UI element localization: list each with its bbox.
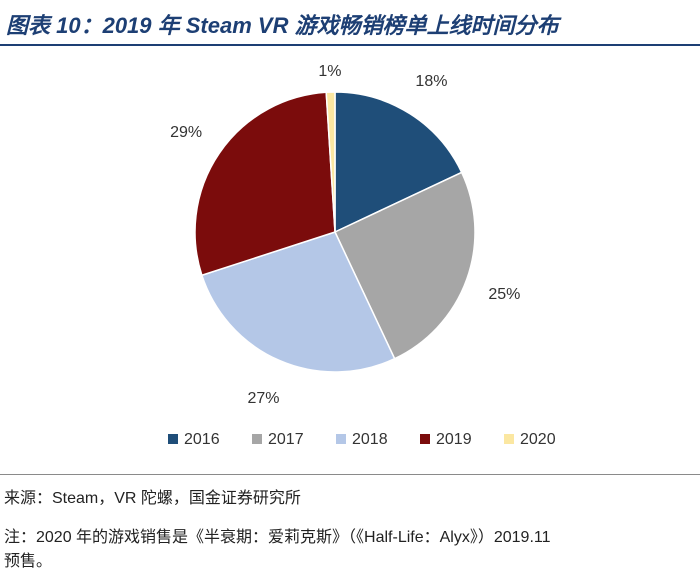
figure-title: 图表 10：2019 年 Steam VR 游戏畅销榜单上线时间分布 bbox=[6, 13, 559, 38]
note-text: 注：2020 年的游戏销售是《半衰期：爱莉克斯》（《Half-Life：Alyx… bbox=[4, 526, 694, 574]
title-underline bbox=[0, 44, 700, 46]
pie-slice-2020 bbox=[325, 91, 336, 233]
legend-swatch-2020 bbox=[504, 434, 514, 444]
note-line-1: 注：2020 年的游戏销售是《半衰期：爱莉克斯》（《Half-Life：Alyx… bbox=[4, 529, 551, 546]
legend-item-2019: 2019 bbox=[420, 431, 472, 448]
pie-slice-2018 bbox=[200, 231, 396, 373]
pie-label-2016: 18% bbox=[415, 73, 447, 90]
chart-legend: 2016 2017 2018 2019 2020 bbox=[168, 431, 556, 448]
legend-label-2018: 2018 bbox=[352, 431, 388, 448]
note-line-2: 预售。 bbox=[4, 553, 53, 570]
pie-slice-2016 bbox=[334, 91, 463, 234]
pie-slice-2019 bbox=[194, 91, 336, 277]
pie-label-2020: 1% bbox=[318, 63, 341, 80]
pie-label-2017: 25% bbox=[488, 286, 520, 303]
legend-item-2017: 2017 bbox=[252, 431, 304, 448]
legend-item-2018: 2018 bbox=[336, 431, 388, 448]
pie-label-2019: 29% bbox=[170, 124, 202, 141]
pie-slice-2017 bbox=[334, 171, 476, 360]
pie-slices bbox=[194, 91, 476, 373]
legend-item-2016: 2016 bbox=[168, 431, 220, 448]
legend-label-2016: 2016 bbox=[184, 431, 220, 448]
footer-divider bbox=[0, 474, 700, 475]
legend-swatch-2019 bbox=[420, 434, 430, 444]
legend-swatch-2016 bbox=[168, 434, 178, 444]
legend-swatch-2017 bbox=[252, 434, 262, 444]
legend-label-2017: 2017 bbox=[268, 431, 304, 448]
source-text: 来源：Steam，VR 陀螺，国金证券研究所 bbox=[4, 490, 301, 507]
pie-chart: 18% 25% 27% 29% 1% 2016 2017 2018 2019 2020 bbox=[168, 63, 556, 448]
legend-item-2020: 2020 bbox=[504, 431, 556, 448]
pie-labels: 18% 25% 27% 29% 1% bbox=[170, 63, 520, 407]
pie-label-2018: 27% bbox=[247, 390, 279, 407]
legend-label-2019: 2019 bbox=[436, 431, 472, 448]
legend-label-2020: 2020 bbox=[520, 431, 556, 448]
legend-swatch-2018 bbox=[336, 434, 346, 444]
